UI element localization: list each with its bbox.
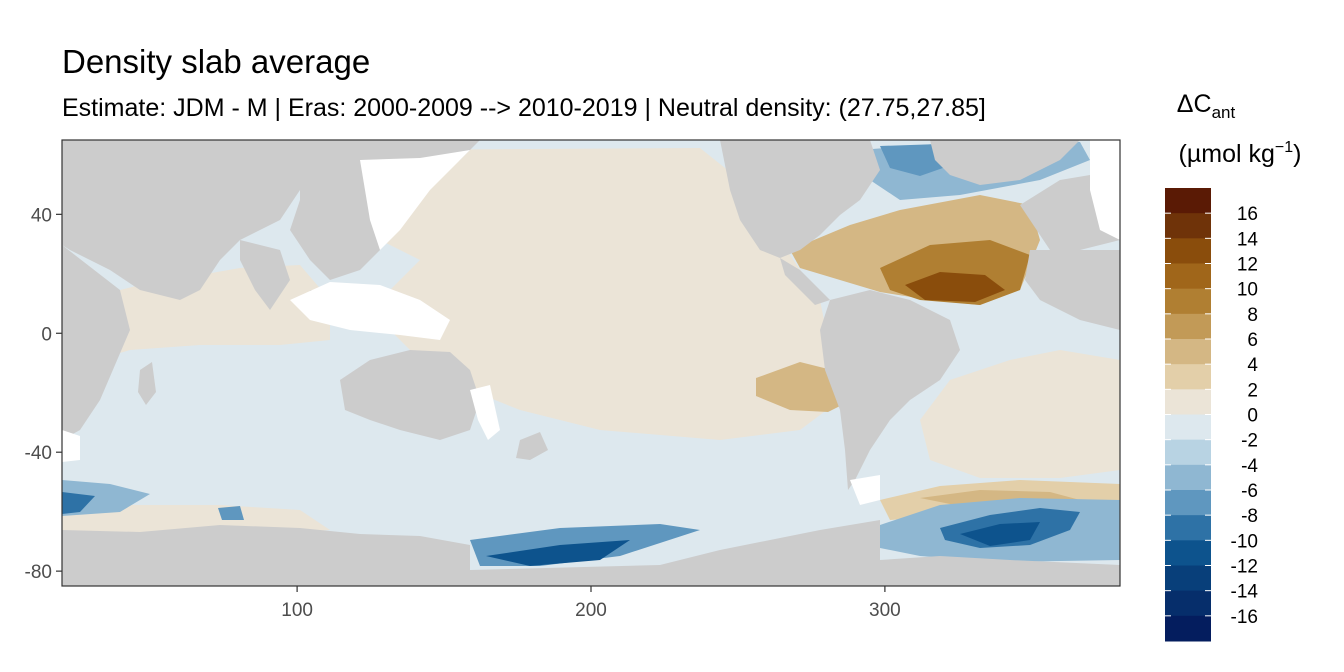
land-greenland xyxy=(930,140,1080,185)
legend-label: 6 xyxy=(1247,330,1258,351)
nodata-pacific-islands xyxy=(470,385,500,440)
region-central-pacific xyxy=(370,148,840,440)
legend-color-bin xyxy=(1165,313,1211,340)
y-tick-label: -80 xyxy=(25,562,52,583)
y-tick-label: 40 xyxy=(31,205,52,226)
legend-color-bin xyxy=(1165,188,1211,214)
land-africa xyxy=(62,140,330,300)
legend-color-bin xyxy=(1165,615,1211,642)
chart-title: Density slab average xyxy=(62,43,371,80)
land-north-america xyxy=(720,140,880,258)
legend-color-bin xyxy=(1165,364,1211,390)
land-madagascar xyxy=(138,362,156,405)
legend-color-bin xyxy=(1165,590,1211,617)
legend-label: 2 xyxy=(1247,380,1258,401)
legend-units-close: ) xyxy=(1293,140,1301,168)
land-new-zealand xyxy=(516,432,548,460)
legend-label: 12 xyxy=(1237,255,1258,276)
legend-title: ΔCant xyxy=(1177,90,1236,122)
region-east-antarctic-shelf-core xyxy=(62,492,95,514)
legend: ΔCant (µmol kg−1) 16 14 12 10 8 6 4 2 0 -2 -4 -6 -8 -10… xyxy=(1165,90,1301,642)
land-antarctica-east xyxy=(880,556,1120,586)
nodata-arctic xyxy=(1090,140,1120,240)
legend-color-bin xyxy=(1165,389,1211,415)
legend-title-main: ΔC xyxy=(1177,90,1212,118)
legend-label: -2 xyxy=(1241,431,1258,452)
region-north-atlantic-gyre xyxy=(905,272,1005,302)
x-tick-label: 200 xyxy=(575,600,607,621)
land-africa-south xyxy=(62,245,130,440)
legend-units-base: (µmol kg xyxy=(1179,140,1275,168)
region-southern-patch xyxy=(218,506,244,520)
legend-label: -4 xyxy=(1241,456,1258,477)
land-central-america xyxy=(780,258,830,305)
land-india xyxy=(240,240,290,310)
legend-color-bin xyxy=(1165,464,1211,491)
chart-subtitle: Estimate: JDM - M | Eras: 2000-2009 --> … xyxy=(62,94,986,122)
legend-label: -16 xyxy=(1231,607,1258,628)
legend-color-bin xyxy=(1165,490,1211,516)
y-tick-label: -40 xyxy=(25,443,52,464)
legend-label: 4 xyxy=(1247,355,1258,376)
nodata-north-pacific xyxy=(360,150,470,250)
legend-label: 0 xyxy=(1247,406,1258,427)
legend-label: 14 xyxy=(1237,229,1259,250)
legend-units-exp: −1 xyxy=(1275,139,1293,156)
region-south-atlantic xyxy=(920,350,1120,478)
legend-label: 8 xyxy=(1247,305,1258,326)
legend-label: -8 xyxy=(1241,506,1258,527)
legend-color-bin xyxy=(1165,540,1211,566)
land-australia xyxy=(340,350,480,440)
y-tick-label: 0 xyxy=(41,324,52,345)
legend-color-bin xyxy=(1165,238,1211,264)
legend-label: -10 xyxy=(1231,531,1258,552)
nodata-maritime-continent xyxy=(290,282,450,340)
legend-label: -6 xyxy=(1241,481,1258,502)
nodata-southern-ocean xyxy=(850,475,880,505)
legend-label: 16 xyxy=(1237,204,1258,225)
land-masses xyxy=(62,140,1120,586)
land-west-africa xyxy=(1025,250,1120,330)
legend-color-bin xyxy=(1165,414,1211,441)
legend-label: -12 xyxy=(1231,557,1258,578)
legend-label: 10 xyxy=(1237,280,1258,301)
land-antarctica xyxy=(62,520,880,586)
x-tick-label: 300 xyxy=(869,600,901,621)
legend-title-sub: ant xyxy=(1212,103,1236,122)
land-south-america xyxy=(820,290,960,490)
region-weddell-sea-deep xyxy=(960,522,1040,546)
legend-color-bin xyxy=(1165,288,1211,315)
legend-color-bin xyxy=(1165,439,1211,466)
legend-color-bin xyxy=(1165,565,1211,592)
no-data-areas xyxy=(62,140,1120,505)
legend-color-bin xyxy=(1165,213,1211,239)
legend-units: (µmol kg−1) xyxy=(1179,139,1302,168)
legend-color-bin xyxy=(1165,339,1211,365)
legend-color-bin xyxy=(1165,263,1211,290)
x-tick-label: 100 xyxy=(281,600,313,621)
region-ross-sea-core xyxy=(486,540,630,566)
legend-label: -14 xyxy=(1231,582,1259,603)
nodata-south-africa-margin xyxy=(62,430,80,462)
map-panel xyxy=(62,140,1120,586)
legend-color-bin xyxy=(1165,515,1211,541)
